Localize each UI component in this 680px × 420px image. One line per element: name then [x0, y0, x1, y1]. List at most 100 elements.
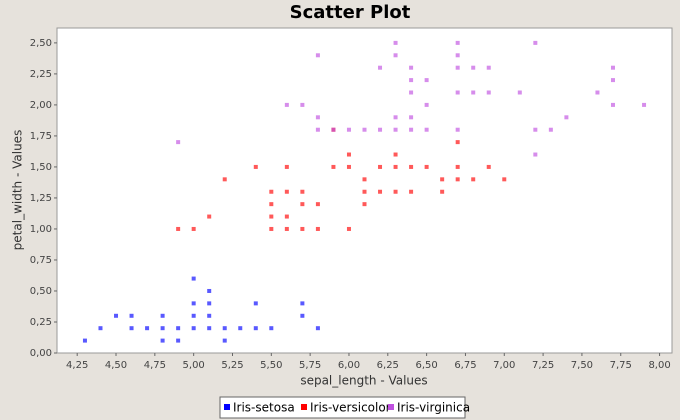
x-tick-label: 4,50 [105, 360, 127, 371]
y-tick-label: 0,75 [30, 255, 52, 266]
x-tick-label: 7,00 [493, 360, 515, 371]
legend-box [219, 396, 466, 419]
point [269, 189, 274, 194]
point [207, 326, 212, 331]
point [222, 326, 227, 331]
point [176, 326, 181, 331]
x-tick-label: 7,25 [532, 360, 554, 371]
point [471, 90, 476, 95]
point [315, 127, 320, 132]
point [300, 202, 305, 207]
x-tick-label: 6,75 [454, 360, 476, 371]
point [82, 338, 87, 343]
point [191, 301, 196, 306]
point [378, 127, 383, 132]
point [455, 53, 460, 58]
point [191, 276, 196, 281]
legend-swatch [388, 404, 394, 410]
point [409, 164, 414, 169]
x-tick-label: 7,50 [571, 360, 593, 371]
legend-label: Iris-versicolor [310, 401, 391, 415]
point [409, 65, 414, 70]
point [471, 177, 476, 182]
point [564, 115, 569, 120]
x-tick-label: 5,00 [183, 360, 205, 371]
point [393, 152, 398, 157]
point [315, 226, 320, 231]
point [346, 152, 351, 157]
point [346, 226, 351, 231]
y-tick-label: 1,75 [30, 131, 52, 142]
point [610, 78, 615, 83]
point [284, 214, 289, 219]
point [253, 326, 258, 331]
point [424, 127, 429, 132]
point [393, 40, 398, 45]
x-tick-label: 5,75 [299, 360, 321, 371]
point [300, 301, 305, 306]
point [378, 164, 383, 169]
point [440, 189, 445, 194]
x-tick-label: 6,25 [377, 360, 399, 371]
point [409, 189, 414, 194]
point [409, 127, 414, 132]
point [207, 313, 212, 318]
legend-label: Iris-setosa [233, 401, 295, 415]
legend-swatch [301, 404, 307, 410]
point [486, 164, 491, 169]
y-tick-label: 0,50 [30, 286, 52, 297]
point [253, 164, 258, 169]
point [315, 53, 320, 58]
point [253, 301, 258, 306]
point [486, 65, 491, 70]
point [409, 115, 414, 120]
point [238, 326, 243, 331]
x-tick-label: 5,25 [221, 360, 243, 371]
point [548, 127, 553, 132]
point [455, 164, 460, 169]
point [129, 326, 134, 331]
point [424, 78, 429, 83]
point [284, 189, 289, 194]
point [409, 78, 414, 83]
point [284, 102, 289, 107]
point [471, 65, 476, 70]
point [610, 102, 615, 107]
point [393, 189, 398, 194]
x-tick-label: 4,25 [66, 360, 88, 371]
point [502, 177, 507, 182]
point [284, 164, 289, 169]
point [455, 140, 460, 145]
point [362, 177, 367, 182]
chart-title: Scatter Plot [290, 2, 411, 23]
point [455, 177, 460, 182]
point [393, 164, 398, 169]
point [331, 127, 336, 132]
point [610, 65, 615, 70]
point [315, 326, 320, 331]
point [315, 202, 320, 207]
point [393, 127, 398, 132]
point [362, 202, 367, 207]
point [284, 226, 289, 231]
point [222, 338, 227, 343]
point [160, 313, 165, 318]
y-axis-label: petal_width - Values [11, 130, 25, 251]
point [269, 202, 274, 207]
point [269, 214, 274, 219]
point [207, 288, 212, 293]
point [331, 164, 336, 169]
point [346, 164, 351, 169]
point [160, 338, 165, 343]
point [315, 115, 320, 120]
point [455, 127, 460, 132]
y-tick-label: 0,00 [30, 348, 52, 359]
point [533, 127, 538, 132]
y-tick-label: 1,00 [30, 224, 52, 235]
point [191, 326, 196, 331]
point [269, 226, 274, 231]
point [300, 189, 305, 194]
point [409, 90, 414, 95]
x-tick-label: 5,50 [260, 360, 282, 371]
point [176, 338, 181, 343]
